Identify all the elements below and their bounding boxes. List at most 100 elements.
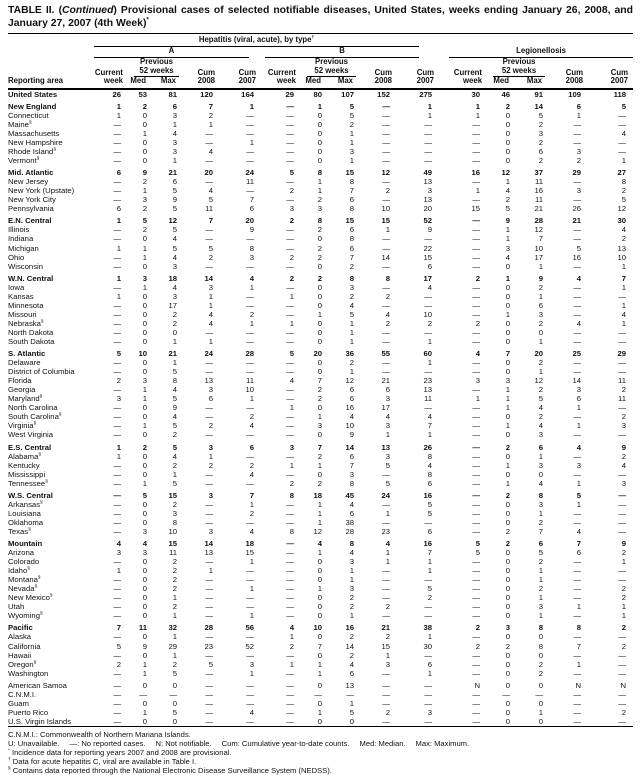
table-row: Massachusetts — 1 4 — — — 0 1 — — — 0 3 — 4 [8, 129, 633, 138]
value-cell: 5 [142, 216, 147, 226]
value-cell: 0 [505, 575, 511, 585]
value-cell: — [113, 490, 121, 500]
value-cell: 30 [471, 89, 481, 99]
value-cell: 0 [317, 557, 322, 567]
value-cell: — [246, 593, 254, 603]
value-cell: 7 [208, 216, 213, 226]
value-cell: — [472, 261, 481, 271]
reporting-area-cell: E.S. Central [8, 442, 52, 452]
value-cell: 3 [172, 138, 177, 148]
value-cell: — [113, 526, 121, 536]
value-cell: 5 [289, 168, 294, 178]
reporting-area-cell: Washington [8, 668, 49, 678]
value-cell: 20 [245, 216, 254, 226]
value-cell: 21 [572, 216, 582, 226]
value-cell: 28 [534, 216, 544, 226]
value-cell: — [618, 499, 627, 509]
value-cell: — [246, 234, 254, 244]
value-cell: — [113, 698, 121, 708]
value-cell: 1 [427, 358, 433, 368]
value-cell: 14 [204, 538, 213, 548]
value-cell: — [382, 147, 390, 157]
table-row: Arkansas§ — 0 2 — 1 — 1 4 — 5 — 0 3 1 — [8, 500, 633, 509]
value-cell: 1 [142, 421, 147, 431]
value-cell: — [205, 584, 213, 594]
col-max-a: Max [160, 76, 176, 86]
value-cell: 3 [142, 376, 147, 386]
value-cell: 1 [538, 707, 544, 717]
value-cell: 6 [427, 261, 433, 271]
value-cell: 0 [505, 261, 511, 271]
value-cell: — [573, 119, 582, 129]
value-cell: 5 [505, 204, 511, 214]
reporting-area-cell: California [8, 641, 41, 651]
value-cell: — [205, 412, 213, 422]
value-cell: 1 [349, 575, 354, 585]
col-cum-2007-a: Cum 2007 [238, 67, 256, 86]
value-cell: 9 [142, 168, 147, 178]
reporting-area-cell: New Mexico§ [8, 593, 53, 603]
reporting-area-cell: Louisiana [8, 508, 41, 518]
value-cell: 1 [475, 101, 481, 111]
value-cell: — [472, 499, 481, 509]
value-cell: 8 [249, 243, 254, 253]
value-cell: 1 [621, 300, 627, 310]
reporting-area-cell: U.S. Virgin Islands [8, 716, 72, 726]
value-cell: 1 [317, 186, 322, 196]
value-cell: — [246, 119, 254, 129]
value-cell: 0 [505, 517, 511, 527]
value-cell: — [382, 177, 390, 187]
table-row: Michigan 1 1 5 5 8 — 2 6 — 22 — 3 10 5 13 [8, 244, 633, 253]
value-cell: 9 [249, 225, 254, 235]
value-cell: 8 [349, 177, 354, 187]
value-cell: 1 [505, 421, 511, 431]
legionellosis-spacer [439, 34, 633, 48]
value-cell: 2 [208, 421, 213, 431]
value-cell: 29 [285, 89, 294, 99]
reporting-area-cell: Connecticut [8, 110, 49, 120]
reporting-area-cell: Maryland§ [8, 394, 43, 404]
value-cell: 21 [168, 349, 177, 359]
value-cell: 0 [317, 611, 322, 621]
value-cell: — [286, 337, 294, 346]
col-cum-2007-b: Cum 2007 [416, 67, 435, 86]
value-cell: 8 [349, 273, 354, 283]
value-cell: 6 [538, 442, 544, 452]
table-row: Indiana — 0 4 — — — 0 8 — — — 1 7 — 2 [8, 234, 633, 243]
value-cell: — [573, 566, 582, 576]
value-cell: 1 [621, 611, 627, 621]
value-cell: 0 [538, 327, 544, 337]
reporting-area-cell: Tennessee§ [8, 478, 48, 488]
value-cell: — [113, 689, 121, 699]
value-cell: — [573, 517, 582, 527]
reporting-area-cell: United States [8, 89, 58, 99]
value-cell: 1 [172, 358, 177, 368]
value-cell: 2 [621, 412, 627, 422]
value-cell: 0 [505, 707, 511, 717]
legend-item: N: Not notifiable. [155, 738, 212, 748]
value-cell: 1 [142, 668, 147, 678]
value-cell: 7 [621, 273, 627, 283]
value-cell: 37 [534, 168, 544, 178]
value-cell: 5 [538, 394, 544, 404]
value-cell: 7 [208, 101, 213, 111]
value-cell: 1 [349, 337, 354, 346]
reporting-area-cell: Mountain [8, 538, 43, 548]
value-cell: 0 [317, 327, 322, 337]
value-cell: — [113, 611, 121, 621]
value-cell: 1 [538, 566, 544, 576]
value-cell: — [286, 367, 294, 377]
value-cell: — [113, 119, 121, 129]
value-cell: — [472, 300, 481, 310]
value-cell: — [472, 216, 481, 226]
value-cell: 4 [505, 252, 511, 262]
value-cell: 275 [419, 89, 433, 99]
value-cell: 0 [142, 291, 147, 301]
value-cell: 1 [621, 557, 627, 567]
value-cell: 5 [385, 478, 390, 488]
value-cell: 0 [505, 650, 511, 660]
value-cell: 0 [538, 469, 544, 479]
value-cell: 80 [313, 89, 322, 99]
value-cell: — [113, 650, 121, 660]
value-cell: 12 [345, 376, 354, 386]
